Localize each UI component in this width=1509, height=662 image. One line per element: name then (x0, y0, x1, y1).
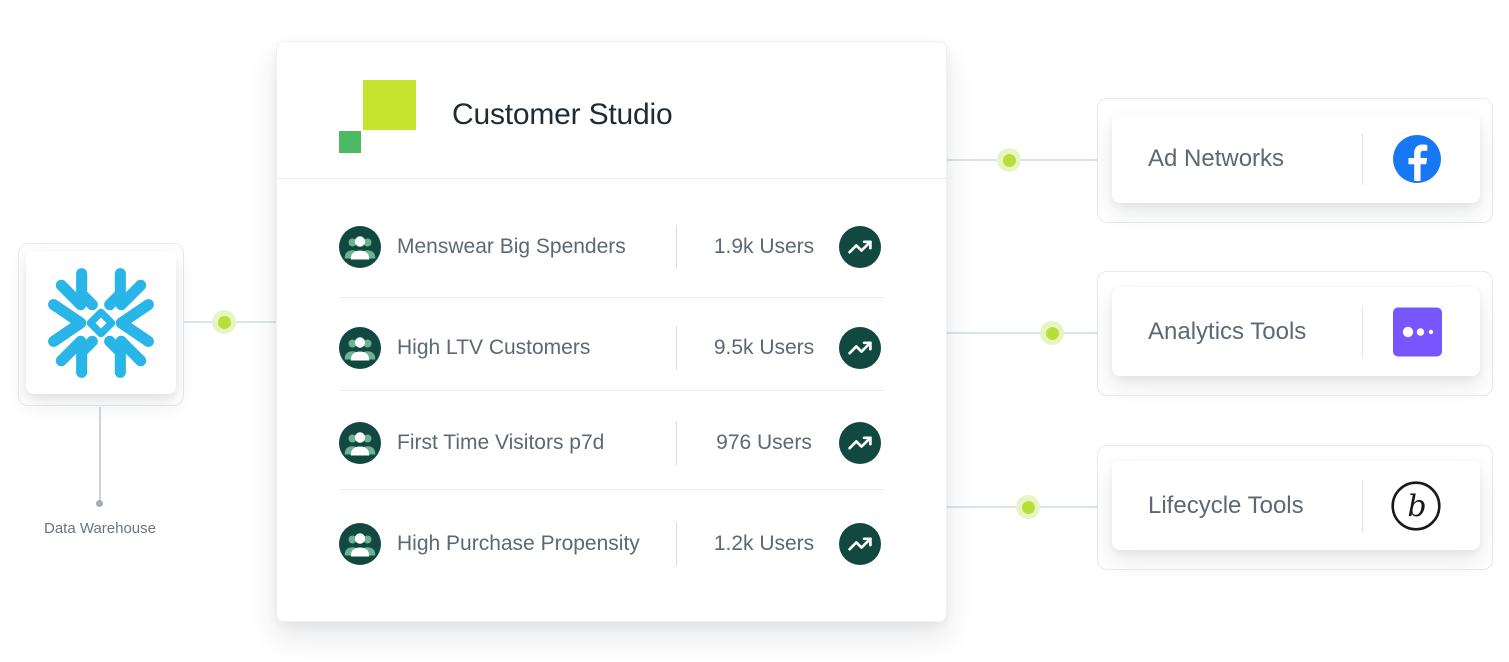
flow-dot (1016, 495, 1040, 519)
users-icon (339, 327, 381, 369)
users-icon (339, 523, 381, 565)
data-warehouse-label: Data Warehouse (43, 520, 156, 537)
trend-up-icon (839, 226, 881, 268)
audience-users-count: 1.9k Users (713, 235, 815, 258)
row-vertical-divider (676, 225, 677, 269)
flow-dot (212, 310, 236, 334)
row-vertical-divider (676, 326, 677, 370)
destination-inner-analytics-tools: Analytics Tools (1112, 287, 1480, 376)
audience-row: High Purchase Propensity 1.2k Users (339, 522, 884, 566)
studio-title: Customer Studio (452, 98, 673, 131)
connector-line-ad-networks (945, 159, 1097, 161)
customer-studio-card: Customer Studio Menswear Big Spenders 1.… (276, 41, 947, 622)
row-divider (339, 390, 884, 391)
destination-divider (1362, 305, 1363, 358)
audience-name: Menswear Big Spenders (397, 235, 626, 258)
audience-name: High LTV Customers (397, 336, 591, 359)
audience-users-count: 976 Users (716, 431, 812, 454)
users-icon (339, 422, 381, 464)
audience-row: High LTV Customers 9.5k Users (339, 326, 884, 370)
row-divider (339, 489, 884, 490)
destination-label: Lifecycle Tools (1148, 491, 1304, 519)
row-vertical-divider (676, 522, 677, 566)
customer-studio-logo (331, 68, 416, 153)
audience-users-count: 1.2k Users (713, 532, 815, 555)
facebook-icon (1392, 134, 1442, 184)
trend-up-icon (839, 523, 881, 565)
destination-label: Ad Networks (1148, 144, 1285, 172)
audience-row: First Time Visitors p7d 976 Users (339, 421, 884, 465)
data-warehouse-inner-card (26, 251, 176, 394)
braze-icon: b (1390, 480, 1442, 532)
destination-divider (1362, 479, 1363, 532)
studio-header: Customer Studio (277, 42, 946, 179)
snowflake-icon (48, 267, 154, 378)
logo-square-small (339, 130, 361, 153)
destination-divider (1362, 132, 1363, 185)
connector-line-analytics (945, 332, 1097, 334)
users-icon (339, 226, 381, 268)
audience-users-count: 9.5k Users (713, 336, 815, 359)
destination-label: Analytics Tools (1148, 317, 1307, 345)
svg-text:b: b (1407, 489, 1426, 524)
connector-stem (99, 407, 101, 500)
flow-dot (997, 148, 1021, 172)
trend-up-icon (839, 422, 881, 464)
logo-square-large (363, 79, 416, 130)
audience-name: High Purchase Propensity (397, 532, 640, 555)
row-divider (339, 297, 884, 298)
audience-name: First Time Visitors p7d (397, 431, 605, 454)
destination-inner-ad-networks: Ad Networks (1112, 114, 1480, 203)
stem-dot (96, 500, 103, 507)
audience-row: Menswear Big Spenders 1.9k Users (339, 225, 884, 269)
flow-dot (1040, 321, 1064, 345)
mixpanel-icon (1393, 307, 1442, 356)
destination-inner-lifecycle-tools: Lifecycle Tools b (1112, 461, 1480, 550)
trend-up-icon (839, 327, 881, 369)
row-vertical-divider (676, 421, 677, 465)
